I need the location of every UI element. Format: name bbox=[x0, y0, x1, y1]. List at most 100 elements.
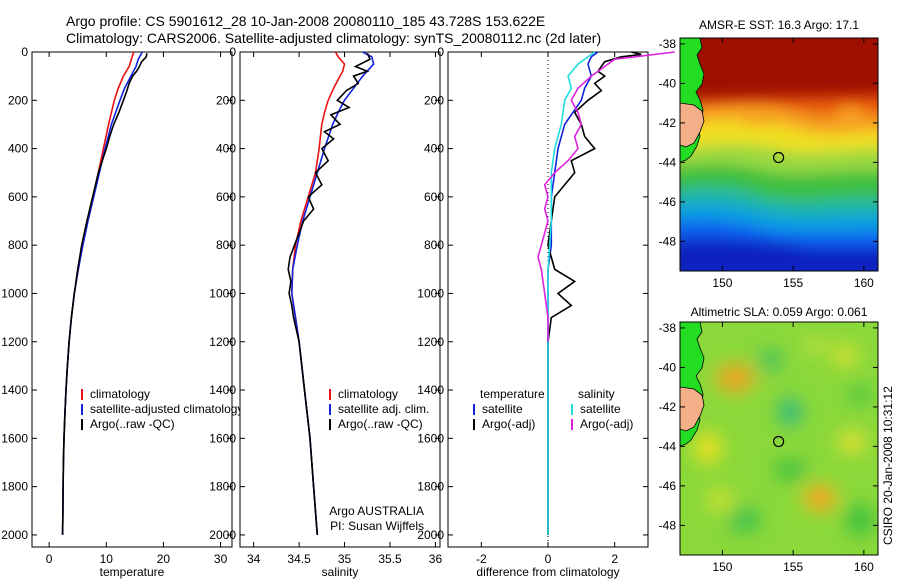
y-tick-label: -46 bbox=[659, 479, 677, 493]
legend-header: temperature bbox=[480, 387, 545, 401]
y-tick-label: 1600 bbox=[417, 431, 444, 445]
y-tick-label: 1200 bbox=[417, 335, 444, 349]
map-axes-1: AMSR-E SST: 16.3 Argo: 17.1 -38 -40 -42 -44 -… bbox=[659, 18, 878, 290]
legend-label: satellite-adjusted climatology bbox=[90, 402, 243, 416]
x-tick-label: 20 bbox=[157, 552, 171, 566]
legend-header: salinity bbox=[578, 387, 615, 401]
x-axis-label: difference from climatology bbox=[476, 565, 619, 579]
y-tick-label: 800 bbox=[216, 238, 236, 252]
series-line-argo-raw-qc- bbox=[287, 52, 372, 535]
x-tick-label: 34 bbox=[247, 552, 261, 566]
y-tick-label: 200 bbox=[216, 93, 236, 107]
profile-panel-3: 0 200 400 600 800 1000 1200 1400 1600 1800 2000 -2 0… bbox=[417, 45, 675, 579]
series-line-argo-adj- bbox=[537, 51, 675, 342]
y-tick-label: -42 bbox=[659, 400, 677, 414]
y-tick-label: 1400 bbox=[417, 383, 444, 397]
y-tick-label: -46 bbox=[659, 195, 677, 209]
x-tick-label: 2 bbox=[611, 552, 618, 566]
y-tick-label: -48 bbox=[659, 518, 677, 532]
x-tick-label: 0 bbox=[46, 552, 53, 566]
sla-map bbox=[679, 321, 879, 556]
y-tick-label: -48 bbox=[659, 234, 677, 248]
y-tick-label: 1200 bbox=[209, 335, 236, 349]
y-tick-label: 1800 bbox=[417, 480, 444, 494]
y-tick-label: 1800 bbox=[209, 480, 236, 494]
legend-label: satellite adj. clim. bbox=[338, 402, 429, 416]
map-axes-2: Altimetric SLA: 0.059 Argo: 0.061 -38 -40 -… bbox=[659, 305, 895, 574]
y-tick-label: 400 bbox=[216, 142, 236, 156]
x-tick-label: 150 bbox=[712, 560, 732, 574]
profile-panel-2: 0 200 400 600 800 1000 1200 1400 1600 1800 2000 34 3… bbox=[209, 45, 442, 579]
y-tick-label: 1400 bbox=[1, 383, 28, 397]
y-tick-label: 1000 bbox=[417, 286, 444, 300]
y-tick-label: 1000 bbox=[1, 286, 28, 300]
y-tick-label: 600 bbox=[216, 190, 236, 204]
y-tick-label: 200 bbox=[8, 93, 28, 107]
y-tick-label: -44 bbox=[659, 439, 677, 453]
y-tick-label: 1000 bbox=[209, 286, 236, 300]
x-tick-label: 155 bbox=[783, 560, 803, 574]
legend-label: satellite bbox=[580, 402, 621, 416]
x-tick-label: 160 bbox=[854, 560, 874, 574]
legend-label: satellite bbox=[482, 402, 523, 416]
sst-field bbox=[680, 38, 878, 271]
series-line-satellite bbox=[547, 51, 596, 535]
x-tick-label: 36 bbox=[429, 552, 443, 566]
y-tick-label: -38 bbox=[659, 321, 677, 335]
x-tick-label: 35 bbox=[338, 552, 352, 566]
plot-frame bbox=[31, 51, 233, 548]
y-tick-label: 800 bbox=[8, 238, 28, 252]
annotation-text: PI: Susan Wijffels bbox=[330, 519, 424, 533]
annotation-text: Argo AUSTRALIA bbox=[329, 504, 424, 518]
y-tick-label: 400 bbox=[424, 142, 444, 156]
y-tick-label: 1400 bbox=[209, 383, 236, 397]
y-tick-label: 200 bbox=[424, 93, 444, 107]
y-tick-label: 0 bbox=[437, 45, 444, 59]
y-tick-label: 600 bbox=[424, 190, 444, 204]
x-axis-label: salinity bbox=[322, 565, 359, 579]
y-tick-label: 800 bbox=[424, 238, 444, 252]
figure-title-line1: Argo profile: CS 5901612_28 10-Jan-2008 … bbox=[66, 13, 546, 29]
legend-label: Argo(..raw -QC) bbox=[338, 417, 423, 431]
argo-position-marker bbox=[772, 435, 785, 448]
legend-label: Argo(-adj) bbox=[580, 417, 633, 431]
x-tick-label: 34.5 bbox=[287, 552, 311, 566]
y-tick-label: -38 bbox=[659, 37, 677, 51]
legend-label: climatology bbox=[90, 387, 150, 401]
y-tick-label: -44 bbox=[659, 155, 677, 169]
timestamp-label: CSIRO 20-Jan-2008 10:31:12 bbox=[881, 386, 895, 545]
y-tick-label: 2000 bbox=[1, 528, 28, 542]
x-tick-label: 30 bbox=[214, 552, 228, 566]
y-tick-label: 1200 bbox=[1, 335, 28, 349]
profile-panel-1: 0 200 400 600 800 1000 1200 1400 1600 1800 2000 0 10… bbox=[1, 45, 243, 579]
x-tick-label: 0 bbox=[545, 552, 552, 566]
y-tick-label: 1600 bbox=[1, 431, 28, 445]
legend-label: Argo(..raw -QC) bbox=[90, 417, 175, 431]
y-tick-label: 2000 bbox=[417, 528, 444, 542]
x-tick-label: 35.5 bbox=[378, 552, 402, 566]
sst-map bbox=[679, 37, 879, 272]
sla-field bbox=[680, 322, 878, 555]
x-tick-label: -2 bbox=[476, 552, 487, 566]
argo-position-marker bbox=[772, 151, 785, 164]
x-tick-label: 150 bbox=[712, 276, 732, 290]
y-tick-label: -42 bbox=[659, 116, 677, 130]
y-tick-label: 400 bbox=[8, 142, 28, 156]
x-axis-label: temperature bbox=[100, 565, 165, 579]
y-tick-label: -40 bbox=[659, 76, 677, 90]
y-tick-label: 0 bbox=[21, 45, 28, 59]
legend-label: climatology bbox=[338, 387, 398, 401]
plot-frame bbox=[239, 51, 441, 548]
x-tick-label: 10 bbox=[100, 552, 114, 566]
x-tick-label: 155 bbox=[783, 276, 803, 290]
series-line-argo-raw-qc- bbox=[61, 53, 148, 535]
legend-label: Argo(-adj) bbox=[482, 417, 535, 431]
map-title: Altimetric SLA: 0.059 Argo: 0.061 bbox=[691, 305, 868, 319]
y-tick-label: 2000 bbox=[209, 528, 236, 542]
y-tick-label: -40 bbox=[659, 360, 677, 374]
y-tick-label: 1800 bbox=[1, 480, 28, 494]
figure-title-line2: Climatology: CARS2006. Satellite-adjuste… bbox=[66, 30, 602, 46]
map-title: AMSR-E SST: 16.3 Argo: 17.1 bbox=[699, 18, 859, 32]
